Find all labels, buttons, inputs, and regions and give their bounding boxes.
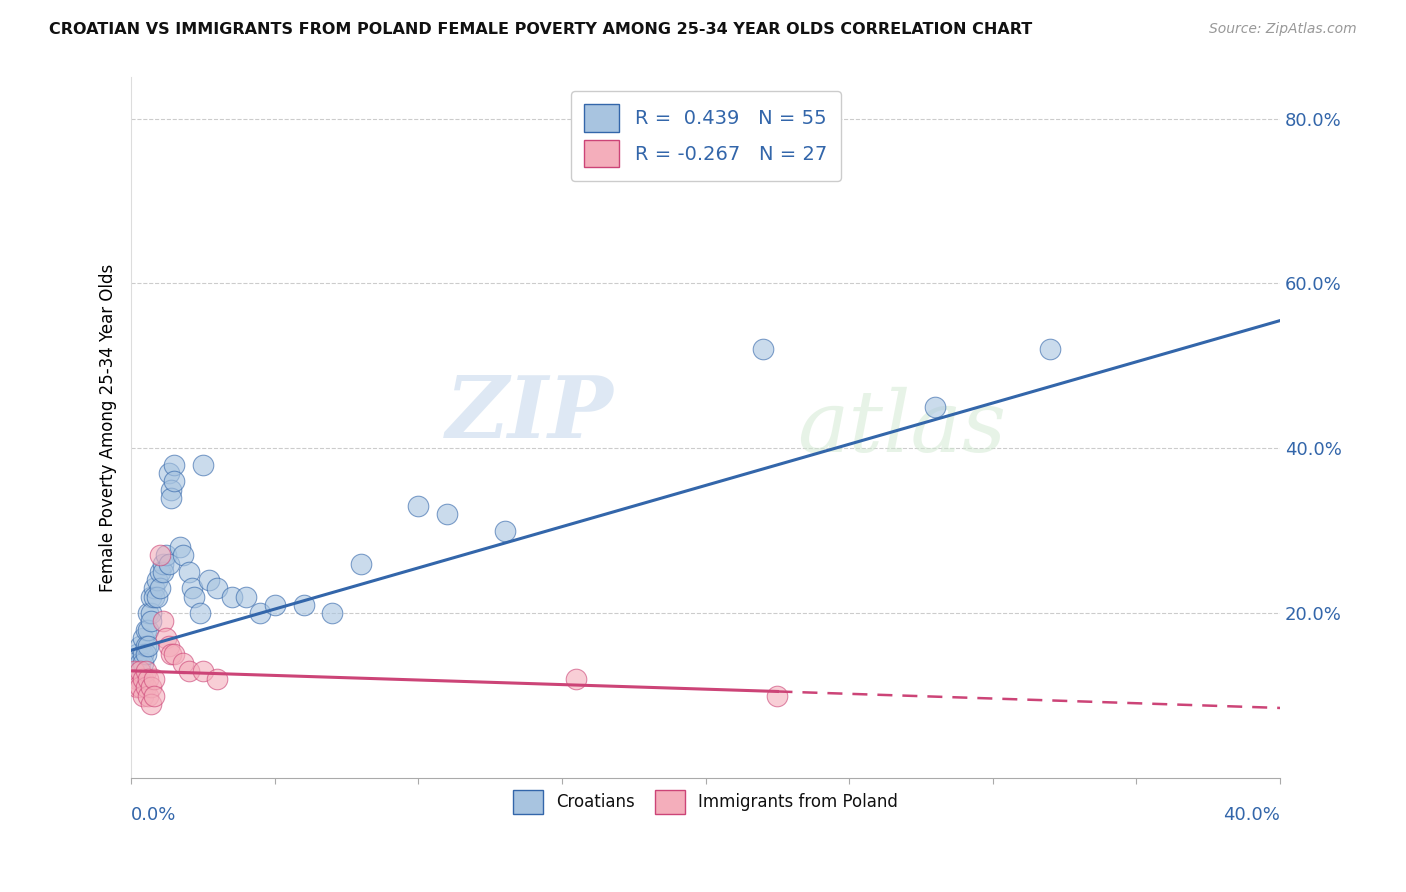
Point bbox=[138, 606, 160, 620]
Point bbox=[177, 565, 200, 579]
Point bbox=[143, 590, 166, 604]
Point bbox=[128, 639, 150, 653]
Point bbox=[752, 343, 775, 357]
Point bbox=[408, 499, 430, 513]
Point bbox=[157, 557, 180, 571]
Point bbox=[149, 565, 172, 579]
Point bbox=[169, 540, 191, 554]
Point bbox=[141, 697, 163, 711]
Point bbox=[180, 582, 202, 596]
Point bbox=[141, 606, 163, 620]
Point bbox=[163, 458, 186, 472]
Point bbox=[766, 689, 789, 703]
Point bbox=[207, 672, 229, 686]
Point bbox=[163, 475, 186, 489]
Point bbox=[172, 549, 194, 563]
Point bbox=[160, 483, 183, 497]
Legend: Croatians, Immigrants from Poland: Croatians, Immigrants from Poland bbox=[505, 782, 907, 822]
Point bbox=[146, 573, 169, 587]
Point bbox=[135, 681, 157, 695]
Point bbox=[132, 631, 155, 645]
Point bbox=[494, 524, 516, 538]
Point bbox=[135, 664, 157, 678]
Text: ZIP: ZIP bbox=[446, 372, 614, 456]
Point bbox=[141, 590, 163, 604]
Point bbox=[125, 664, 148, 678]
Point bbox=[263, 598, 285, 612]
Point bbox=[160, 491, 183, 505]
Point bbox=[138, 672, 160, 686]
Y-axis label: Female Poverty Among 25-34 Year Olds: Female Poverty Among 25-34 Year Olds bbox=[100, 264, 117, 592]
Point bbox=[191, 664, 214, 678]
Point bbox=[160, 648, 183, 662]
Point bbox=[125, 681, 148, 695]
Point bbox=[565, 672, 588, 686]
Point bbox=[183, 590, 205, 604]
Point bbox=[235, 590, 257, 604]
Text: Source: ZipAtlas.com: Source: ZipAtlas.com bbox=[1209, 22, 1357, 37]
Point bbox=[149, 549, 172, 563]
Point bbox=[132, 689, 155, 703]
Point bbox=[128, 681, 150, 695]
Point bbox=[221, 590, 243, 604]
Point bbox=[143, 582, 166, 596]
Point bbox=[155, 549, 177, 563]
Point bbox=[135, 639, 157, 653]
Point bbox=[122, 664, 145, 678]
Point bbox=[128, 672, 150, 686]
Point bbox=[157, 639, 180, 653]
Point bbox=[138, 623, 160, 637]
Point bbox=[436, 508, 458, 522]
Point bbox=[143, 689, 166, 703]
Point bbox=[152, 615, 174, 629]
Point bbox=[122, 656, 145, 670]
Point bbox=[132, 648, 155, 662]
Point bbox=[152, 557, 174, 571]
Point bbox=[249, 606, 271, 620]
Point bbox=[135, 623, 157, 637]
Point bbox=[155, 631, 177, 645]
Text: 0.0%: 0.0% bbox=[131, 806, 177, 824]
Point bbox=[138, 689, 160, 703]
Point bbox=[924, 400, 946, 414]
Point bbox=[141, 681, 163, 695]
Point bbox=[177, 664, 200, 678]
Point bbox=[143, 672, 166, 686]
Point bbox=[128, 664, 150, 678]
Point bbox=[207, 582, 229, 596]
Point bbox=[321, 606, 343, 620]
Point bbox=[125, 672, 148, 686]
Point bbox=[138, 639, 160, 653]
Point bbox=[152, 565, 174, 579]
Point bbox=[188, 606, 211, 620]
Text: CROATIAN VS IMMIGRANTS FROM POLAND FEMALE POVERTY AMONG 25-34 YEAR OLDS CORRELAT: CROATIAN VS IMMIGRANTS FROM POLAND FEMAL… bbox=[49, 22, 1032, 37]
Point bbox=[1039, 343, 1062, 357]
Point bbox=[125, 648, 148, 662]
Point bbox=[198, 573, 221, 587]
Point bbox=[146, 590, 169, 604]
Point bbox=[157, 466, 180, 480]
Point bbox=[132, 672, 155, 686]
Point bbox=[135, 648, 157, 662]
Point bbox=[191, 458, 214, 472]
Point bbox=[132, 656, 155, 670]
Text: 40.0%: 40.0% bbox=[1223, 806, 1279, 824]
Point bbox=[163, 648, 186, 662]
Point bbox=[149, 582, 172, 596]
Point bbox=[292, 598, 315, 612]
Point bbox=[141, 615, 163, 629]
Point bbox=[128, 656, 150, 670]
Point bbox=[172, 656, 194, 670]
Text: atlas: atlas bbox=[797, 386, 1007, 469]
Point bbox=[350, 557, 373, 571]
